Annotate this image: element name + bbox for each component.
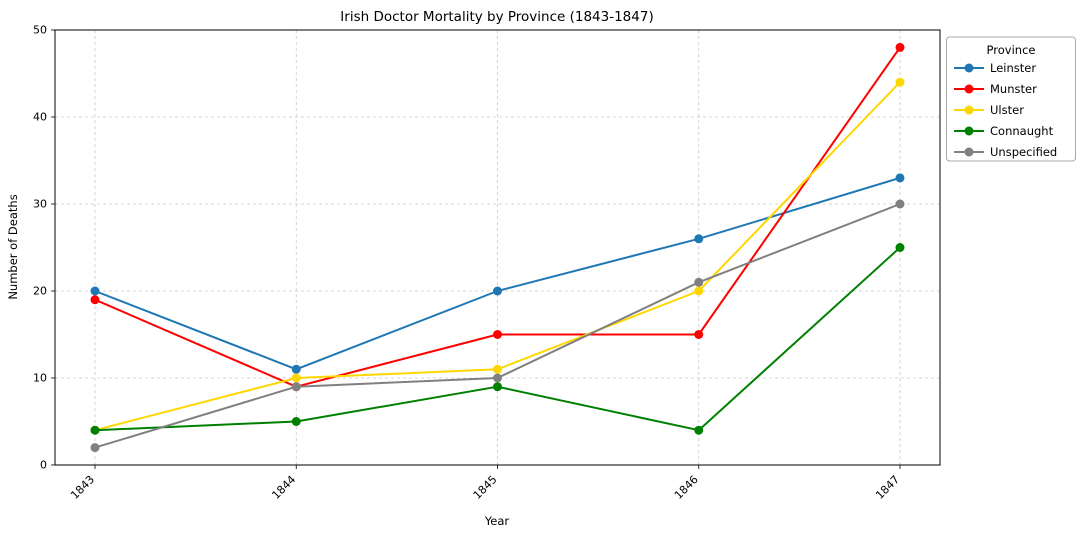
data-point-munster-1845 <box>493 330 502 339</box>
x-tick-label: 1845 <box>471 473 500 502</box>
x-tick-label: 1846 <box>672 473 701 502</box>
y-tick-label: 40 <box>33 111 47 124</box>
y-tick-label: 20 <box>33 285 47 298</box>
data-point-unspecified-1844 <box>291 382 301 392</box>
data-point-leinster-1845 <box>493 286 502 296</box>
x-tick-label: 1844 <box>269 473 298 502</box>
x-tick-label: 1847 <box>873 473 902 502</box>
y-tick-label: 30 <box>33 198 47 211</box>
data-point-munster-1847 <box>895 42 905 52</box>
data-point-unspecified-1843 <box>90 443 100 453</box>
data-point-unspecified-1845 <box>493 373 502 383</box>
data-point-munster-1843 <box>90 295 100 305</box>
series-layer <box>90 42 905 453</box>
data-point-leinster-1843 <box>90 286 100 296</box>
legend-marker-unspecified <box>964 147 974 157</box>
legend-label-leinster: Leinster <box>990 61 1036 75</box>
data-point-connaught-1844 <box>291 417 301 426</box>
x-axis-label: Year <box>484 514 510 528</box>
data-point-connaught-1846 <box>694 425 704 435</box>
data-point-connaught-1845 <box>493 382 502 392</box>
data-point-ulster-1845 <box>493 364 502 374</box>
legend-marker-munster <box>964 84 974 94</box>
legend-label-connaught: Connaught <box>990 124 1054 138</box>
data-point-ulster-1847 <box>895 77 905 87</box>
data-point-leinster-1847 <box>895 173 905 183</box>
legend-label-unspecified: Unspecified <box>990 145 1057 159</box>
legend-marker-ulster <box>964 105 974 115</box>
data-point-unspecified-1846 <box>694 277 704 287</box>
y-tick-label: 0 <box>40 459 47 472</box>
data-point-ulster-1846 <box>694 286 704 296</box>
legend-entries: Leinster Munster Ulster Connaught Unspecifie… <box>954 61 1057 159</box>
data-point-connaught-1847 <box>895 243 905 252</box>
legend-marker-connaught <box>964 126 974 136</box>
y-axis-label: Number of Deaths <box>6 194 20 299</box>
data-point-unspecified-1847 <box>895 199 905 209</box>
data-point-leinster-1846 <box>694 234 704 244</box>
data-point-ulster-1844 <box>291 373 301 383</box>
legend: Province Leinster Munster Ulster Connaught U… <box>946 36 1076 162</box>
legend-marker-leinster <box>964 63 974 73</box>
ticks-layer: 0 10 20 30 40 50 1843 1844 1845 1846 1847 <box>33 24 902 502</box>
data-point-leinster-1844 <box>291 364 301 374</box>
x-tick-label: 1843 <box>68 473 97 502</box>
chart-title: Irish Doctor Mortality by Province (1843… <box>340 9 653 25</box>
legend-title: Province <box>987 43 1036 57</box>
legend-label-munster: Munster <box>990 82 1037 96</box>
data-point-connaught-1843 <box>90 425 100 435</box>
y-tick-label: 50 <box>33 24 47 37</box>
grid-layer <box>55 29 940 466</box>
legend-label-ulster: Ulster <box>990 103 1024 117</box>
y-tick-label: 10 <box>33 372 47 385</box>
data-point-munster-1846 <box>694 330 704 339</box>
